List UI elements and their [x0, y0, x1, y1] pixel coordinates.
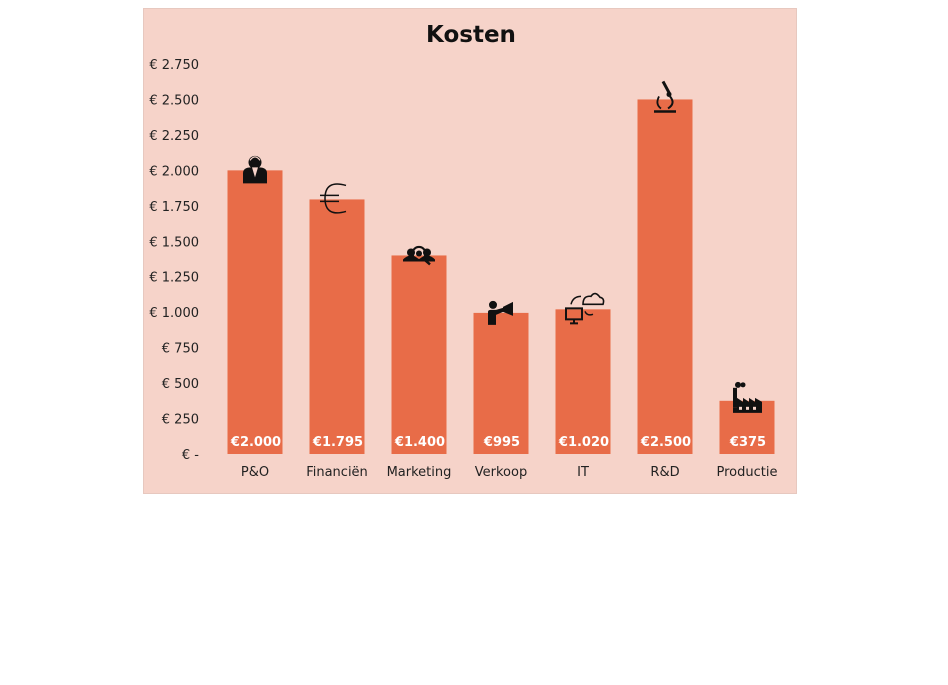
- y-tick-label: € 2.250: [149, 129, 199, 144]
- y-tick-label: € 1.250: [149, 271, 199, 286]
- y-tick-label: € 500: [162, 377, 199, 392]
- x-tick-label: Verkoop: [475, 465, 527, 480]
- y-tick-label: € 1.750: [149, 200, 199, 215]
- data-label: €2.000: [230, 435, 281, 450]
- team-search-icon: [403, 245, 435, 266]
- y-tick-label: € -: [182, 448, 199, 463]
- y-tick-label: € 1.500: [149, 235, 199, 250]
- bar-icons: [243, 80, 762, 413]
- data-label: €375: [729, 435, 766, 450]
- microscope-icon: [654, 80, 676, 113]
- y-tick-label: € 1.000: [149, 306, 199, 321]
- x-tick-label: Productie: [717, 465, 778, 480]
- x-tick-label: R&D: [650, 465, 679, 480]
- bar: [473, 312, 529, 454]
- y-tick-label: € 2.500: [149, 93, 199, 108]
- data-label: €1.795: [312, 435, 363, 450]
- factory-icon: [733, 381, 762, 413]
- data-label: €995: [483, 435, 520, 450]
- x-tick-label: P&O: [241, 465, 269, 480]
- y-tick-label: € 2.000: [149, 164, 199, 179]
- megaphone-presenter-icon: [488, 300, 513, 325]
- bar: [391, 255, 447, 454]
- x-axis: P&O Financiën Marketing Verkoop IT R&D Product…: [241, 465, 778, 480]
- euro-icon: [320, 183, 347, 214]
- bar: [555, 309, 611, 454]
- y-axis: € - € 250 € 500 € 750 € 1.000 € 1.250 € 1.500 €…: [149, 58, 199, 463]
- data-label: €1.020: [558, 435, 609, 450]
- chart-panel: Kosten € - € 250 € 500 € 750 € 1.000 € 1.250 €…: [143, 8, 797, 494]
- y-tick-label: € 750: [162, 342, 199, 357]
- person-icon: [243, 155, 267, 184]
- x-tick-label: IT: [577, 465, 589, 480]
- data-label: €2.500: [640, 435, 691, 450]
- y-tick-label: € 2.750: [149, 58, 199, 73]
- data-label: €1.400: [394, 435, 445, 450]
- bar: [309, 199, 365, 454]
- bar-chart: Kosten € -€ 250€ 500€ 750€ 1.000€ 1.250€…: [149, 22, 778, 480]
- bar: [637, 99, 693, 455]
- chart-title: Kosten: [426, 22, 516, 48]
- y-tick-label: € 250: [162, 413, 199, 428]
- bars: €2.000 €1.795 €1.400 €995 €1.020 €2.500 €375: [227, 99, 775, 455]
- x-tick-label: Financiën: [306, 465, 368, 480]
- bar: [227, 170, 283, 454]
- cloud-computer-icon: [565, 292, 605, 325]
- x-tick-label: Marketing: [387, 465, 452, 480]
